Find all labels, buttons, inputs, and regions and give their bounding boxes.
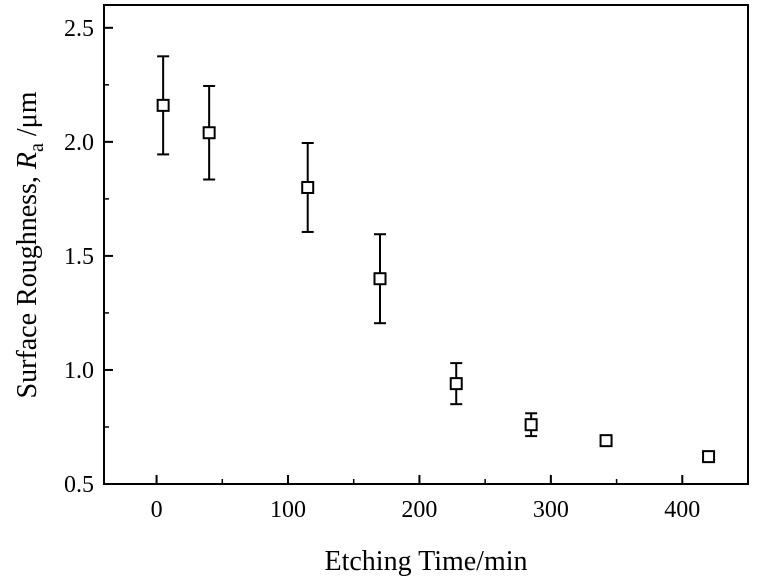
plot-frame xyxy=(103,4,749,485)
y-tick-label: 1.5 xyxy=(64,244,94,270)
data-point xyxy=(599,434,613,448)
y-axis-title: Surface Roughness, Ra /μm xyxy=(12,91,48,398)
x-tick-label: 100 xyxy=(270,497,306,523)
y-axis-title-symbol: R xyxy=(12,152,43,170)
data-point xyxy=(449,377,463,391)
data-point xyxy=(702,450,716,464)
x-tick-label: 300 xyxy=(533,497,569,523)
data-point xyxy=(524,418,538,432)
y-tick-label: 1.0 xyxy=(64,358,94,384)
x-axis-title: Etching Time/min xyxy=(324,546,527,577)
x-tick-label: 400 xyxy=(664,497,700,523)
y-axis-ticks: 0.5 1.0 1.5 2.0 2.5 xyxy=(64,16,113,498)
data-point xyxy=(156,98,170,112)
y-axis-title-prefix: Surface Roughness, xyxy=(12,169,43,398)
y-tick-label: 0.5 xyxy=(64,472,94,498)
y-tick-label: 2.5 xyxy=(64,16,94,42)
y-axis-title-subscript: a xyxy=(26,143,48,152)
x-tick-label: 0 xyxy=(151,497,163,523)
data-point xyxy=(202,126,216,140)
y-axis-title-suffix: /μm xyxy=(12,91,43,143)
data-point xyxy=(301,180,315,194)
x-axis-ticks: 0 100 200 300 400 xyxy=(151,475,700,523)
data-points xyxy=(156,55,716,464)
data-point xyxy=(373,272,387,286)
y-tick-label: 2.0 xyxy=(64,130,94,156)
x-tick-label: 200 xyxy=(401,497,437,523)
